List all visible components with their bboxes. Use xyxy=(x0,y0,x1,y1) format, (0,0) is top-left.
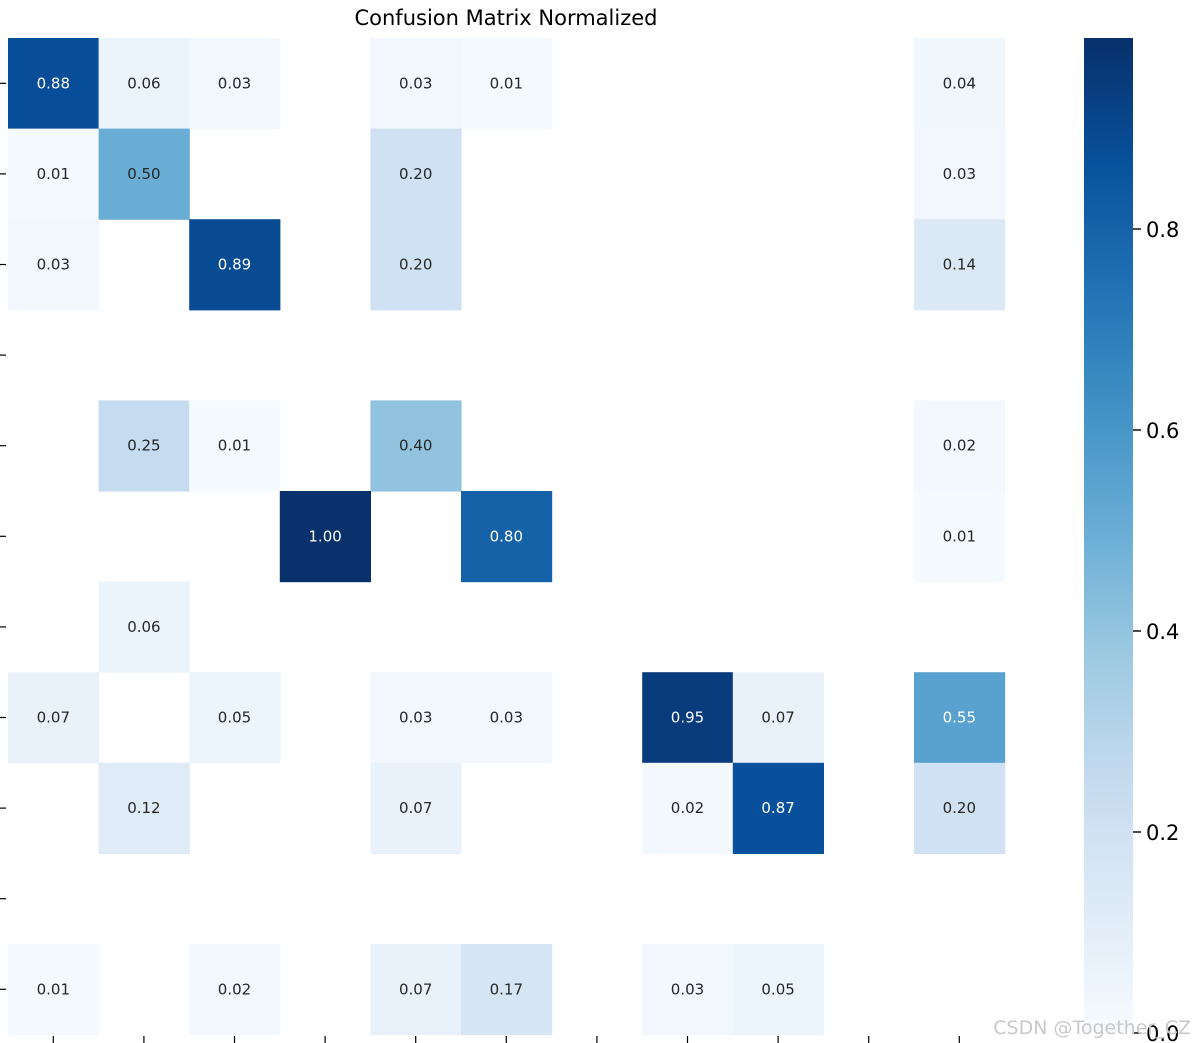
cell-value-label: 0.05 xyxy=(761,980,794,998)
heatmap-cell xyxy=(914,128,1006,220)
x-axis-ticks xyxy=(52,1036,960,1043)
cell-value-label: 0.95 xyxy=(671,709,704,727)
cell-value-label: 0.14 xyxy=(943,256,976,274)
cell-value-label: 0.02 xyxy=(671,799,704,817)
colorbar-tick-label: 0.0 xyxy=(1146,1022,1179,1043)
y-axis-ticks xyxy=(0,82,6,990)
heatmap-cell xyxy=(189,219,281,311)
heatmap-cell xyxy=(914,400,1006,492)
heatmap-cell xyxy=(914,762,1006,854)
heatmap-cell xyxy=(914,219,1006,311)
cell-value-label: 0.03 xyxy=(490,709,523,727)
heatmap-cell xyxy=(8,219,100,311)
cell-value-label: 0.07 xyxy=(399,799,432,817)
cell-value-label: 0.01 xyxy=(490,74,523,92)
cell-value-label: 0.03 xyxy=(399,74,432,92)
cell-value-label: 0.25 xyxy=(127,437,160,455)
heatmap-cell xyxy=(8,128,100,220)
cell-value-label: 0.06 xyxy=(127,74,160,92)
cell-value-label: 0.20 xyxy=(399,256,432,274)
heatmap-cell xyxy=(98,38,190,130)
cell-value-label: 0.20 xyxy=(399,165,432,183)
heatmap-cell xyxy=(98,400,190,492)
cell-value-label: 0.01 xyxy=(218,437,251,455)
cell-value-label: 0.03 xyxy=(37,256,70,274)
heatmap-cell xyxy=(370,944,462,1036)
heatmap-cell xyxy=(98,128,190,220)
heatmap-cell xyxy=(732,944,824,1036)
heatmap-cell xyxy=(461,672,553,764)
cell-value-label: 1.00 xyxy=(308,527,341,545)
heatmap-cell xyxy=(8,672,100,764)
heatmap-cell xyxy=(370,38,462,130)
cell-value-label: 0.40 xyxy=(399,437,432,455)
colorbar xyxy=(1084,38,1133,1033)
cell-value-label: 0.04 xyxy=(943,74,976,92)
cell-value-label: 0.17 xyxy=(490,980,523,998)
heatmap-cells: 0.88 0.06 0.03 0.03 0.01 0.04 0.01 0.50 0.20 0.03… xyxy=(8,38,1006,1036)
cell-value-label: 0.02 xyxy=(218,980,251,998)
heatmap-cell xyxy=(732,762,824,854)
chart-title: Confusion Matrix Normalized xyxy=(354,6,658,30)
heatmap-cell xyxy=(732,672,824,764)
colorbar-tick-label: 0.8 xyxy=(1146,218,1179,242)
heatmap-cell xyxy=(461,491,553,583)
cell-value-label: 0.03 xyxy=(399,709,432,727)
cell-value-label: 0.02 xyxy=(943,437,976,455)
cell-value-label: 0.03 xyxy=(943,165,976,183)
heatmap-cell xyxy=(914,38,1006,130)
cell-value-label: 0.05 xyxy=(218,709,251,727)
cell-value-label: 0.07 xyxy=(761,709,794,727)
heatmap-cell xyxy=(279,491,371,583)
heatmap-cell xyxy=(642,762,734,854)
heatmap-cell xyxy=(370,219,462,311)
watermark: CSDN @Together_CZ xyxy=(993,1017,1191,1039)
cell-value-label: 0.80 xyxy=(490,527,523,545)
cell-value-label: 0.01 xyxy=(943,527,976,545)
cell-value-label: 0.12 xyxy=(127,799,160,817)
heatmap-cell xyxy=(189,944,281,1036)
cell-value-label: 0.03 xyxy=(671,980,704,998)
heatmap-cell xyxy=(98,581,190,673)
heatmap-cell xyxy=(8,944,100,1036)
cell-value-label: 0.20 xyxy=(943,799,976,817)
heatmap-cell xyxy=(189,38,281,130)
heatmap-cell xyxy=(461,38,553,130)
heatmap-cell xyxy=(370,400,462,492)
heatmap-cell xyxy=(642,672,734,764)
heatmap-cell xyxy=(370,672,462,764)
colorbar-tick-label: 0.2 xyxy=(1146,821,1179,845)
cell-value-label: 0.03 xyxy=(218,74,251,92)
heatmap-cell xyxy=(914,491,1006,583)
cell-value-label: 0.07 xyxy=(399,980,432,998)
heatmap-cell xyxy=(98,762,190,854)
cell-value-label: 0.07 xyxy=(37,709,70,727)
cell-value-label: 0.89 xyxy=(218,256,251,274)
colorbar-tick-label: 0.6 xyxy=(1146,419,1179,443)
heatmap-cell xyxy=(370,762,462,854)
cell-value-label: 0.01 xyxy=(37,980,70,998)
cell-value-label: 0.55 xyxy=(943,709,976,727)
cell-value-label: 0.87 xyxy=(761,799,794,817)
heatmap-cell xyxy=(370,128,462,220)
cell-value-label: 0.50 xyxy=(127,165,160,183)
heatmap-cell xyxy=(642,944,734,1036)
heatmap-cell xyxy=(914,672,1006,764)
cell-value-label: 0.01 xyxy=(37,165,70,183)
cell-value-label: 0.06 xyxy=(127,618,160,636)
heatmap-cell xyxy=(189,672,281,764)
heatmap-cell xyxy=(8,38,100,130)
heatmap-cell xyxy=(461,944,553,1036)
heatmap-cell xyxy=(189,400,281,492)
colorbar-ticks: 0.0 0.2 0.4 0.6 0.8 xyxy=(1133,218,1179,1043)
colorbar-tick-label: 0.4 xyxy=(1146,620,1179,644)
cell-value-label: 0.88 xyxy=(37,74,70,92)
